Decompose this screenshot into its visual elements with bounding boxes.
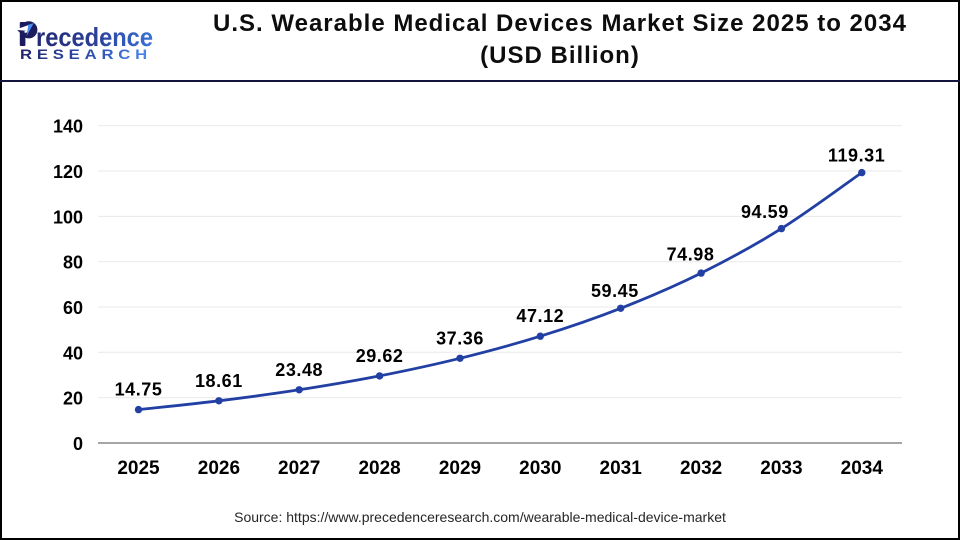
svg-text:59.45: 59.45 — [591, 281, 639, 301]
svg-text:94.59: 94.59 — [741, 202, 789, 222]
svg-text:RESEARCH: RESEARCH — [20, 46, 152, 62]
svg-text:23.48: 23.48 — [275, 360, 323, 380]
svg-text:2033: 2033 — [760, 458, 802, 479]
svg-text:80: 80 — [63, 253, 83, 273]
svg-text:47.12: 47.12 — [516, 306, 564, 326]
svg-text:100: 100 — [53, 207, 83, 227]
svg-text:18.61: 18.61 — [195, 371, 243, 391]
svg-text:2028: 2028 — [358, 458, 400, 479]
svg-text:119.31: 119.31 — [828, 146, 885, 166]
svg-text:60: 60 — [63, 298, 83, 318]
svg-text:29.62: 29.62 — [356, 346, 404, 366]
svg-text:2030: 2030 — [519, 458, 561, 479]
svg-text:0: 0 — [73, 434, 83, 454]
svg-text:2025: 2025 — [117, 458, 160, 479]
svg-text:2032: 2032 — [680, 458, 722, 479]
svg-text:recedence: recedence — [36, 22, 153, 52]
svg-text:37.36: 37.36 — [436, 328, 484, 348]
svg-text:2026: 2026 — [198, 458, 240, 479]
svg-text:2031: 2031 — [600, 458, 643, 479]
svg-text:74.98: 74.98 — [667, 245, 715, 265]
svg-text:2029: 2029 — [439, 458, 481, 479]
svg-text:120: 120 — [53, 162, 83, 182]
svg-text:40: 40 — [63, 343, 83, 363]
svg-text:2034: 2034 — [841, 458, 884, 479]
svg-text:2027: 2027 — [278, 458, 320, 479]
svg-text:14.75: 14.75 — [115, 380, 163, 400]
svg-text:20: 20 — [63, 389, 83, 409]
svg-text:140: 140 — [53, 117, 83, 137]
